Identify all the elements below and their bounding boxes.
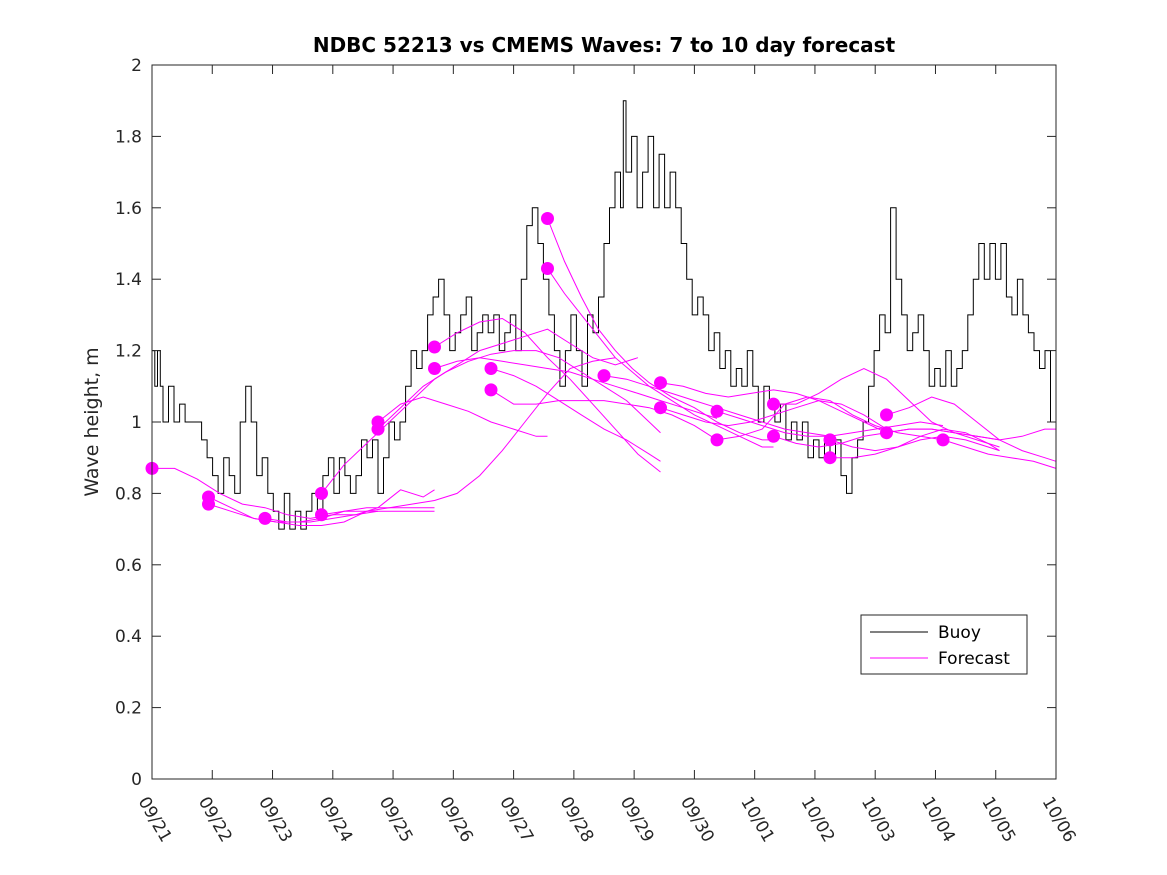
forecast-line-5: [321, 328, 639, 494]
y-axis-ticks: 0 0.2 0.4 0.6 0.8 1 1.2 1.4 1.6 1.8 2: [115, 56, 1056, 790]
forecast-line-8: [377, 350, 661, 434]
y-tick-label: 1.4: [115, 270, 142, 290]
forecast-line-9: [434, 317, 661, 473]
buoy-series: [152, 100, 1057, 530]
y-tick-label: 2: [131, 56, 142, 76]
y-tick-label: 0.6: [115, 556, 142, 576]
forecast-line-4: [264, 489, 435, 523]
buoy-line: [152, 100, 1057, 530]
legend-box: [860, 614, 1028, 675]
forecast-start-marker-18: [710, 404, 724, 418]
forecast-line-1: [152, 467, 379, 519]
forecast-start-marker-5: [315, 486, 328, 500]
forecast-start-marker-21: [767, 429, 780, 443]
y-tick-label: 0.4: [115, 627, 142, 647]
y-tick-label: 0: [131, 770, 142, 790]
chart-title: NDBC 52213 vs CMEMS Waves: 7 to 10 day f…: [313, 33, 896, 57]
forecast-start-marker-4: [258, 511, 272, 525]
forecast-start-marker-6: [315, 508, 328, 522]
y-tick-label: 0.2: [115, 699, 142, 719]
legend-label-forecast: Forecast: [938, 649, 1010, 669]
forecast-start-marker-13: [541, 212, 554, 225]
y-tick-label: 1.2: [115, 342, 142, 362]
forecast-line-19: [716, 396, 944, 441]
forecast-start-marker-25: [880, 426, 893, 440]
legend-label-buoy: Buoy: [938, 623, 981, 643]
forecast-line-2: [208, 496, 435, 526]
y-axis-label: Wave height, m: [81, 347, 103, 496]
forecast-start-marker-15: [597, 369, 611, 383]
forecast-line-22: [829, 435, 1000, 452]
forecast-start-marker-26: [936, 433, 950, 447]
forecast-line-6: [321, 357, 616, 516]
forecast-line-23: [830, 428, 1000, 459]
forecast-start-marker-9: [428, 340, 441, 354]
forecast-line-26: [942, 439, 1057, 469]
y-tick-label: 1.6: [115, 199, 142, 219]
forecast-line-11: [490, 368, 661, 462]
y-tick-label: 0.8: [115, 484, 142, 504]
forecast-start-marker-8: [371, 422, 385, 436]
forecast-line-16: [660, 382, 887, 434]
forecast-line-7: [377, 396, 548, 437]
forecast-start-marker-20: [767, 397, 780, 411]
forecast-start-marker-22: [823, 433, 837, 447]
forecast-series-group: [145, 212, 1057, 526]
forecast-line-12: [490, 389, 718, 441]
forecast-line-17: [660, 400, 887, 430]
forecast-start-marker-12: [484, 383, 498, 397]
forecast-start-marker-14: [541, 262, 554, 275]
forecast-line-25: [886, 428, 1056, 441]
legend: Buoy Forecast: [860, 614, 1028, 675]
forecast-line-24: [886, 396, 1057, 462]
forecast-start-marker-3: [202, 497, 215, 511]
forecast-start-marker-17: [654, 401, 667, 415]
forecast-line-10: [434, 357, 718, 419]
forecast-start-marker-16: [654, 376, 667, 390]
forecast-start-marker-19: [710, 433, 724, 447]
forecast-start-marker-10: [428, 362, 441, 375]
forecast-start-marker-24: [880, 408, 893, 422]
forecast-start-marker-11: [484, 362, 498, 375]
forecast-line-13: [547, 218, 774, 441]
y-tick-label: 1: [131, 413, 142, 433]
y-tick-label: 1.8: [115, 127, 142, 147]
forecast-start-marker-23: [823, 451, 837, 465]
